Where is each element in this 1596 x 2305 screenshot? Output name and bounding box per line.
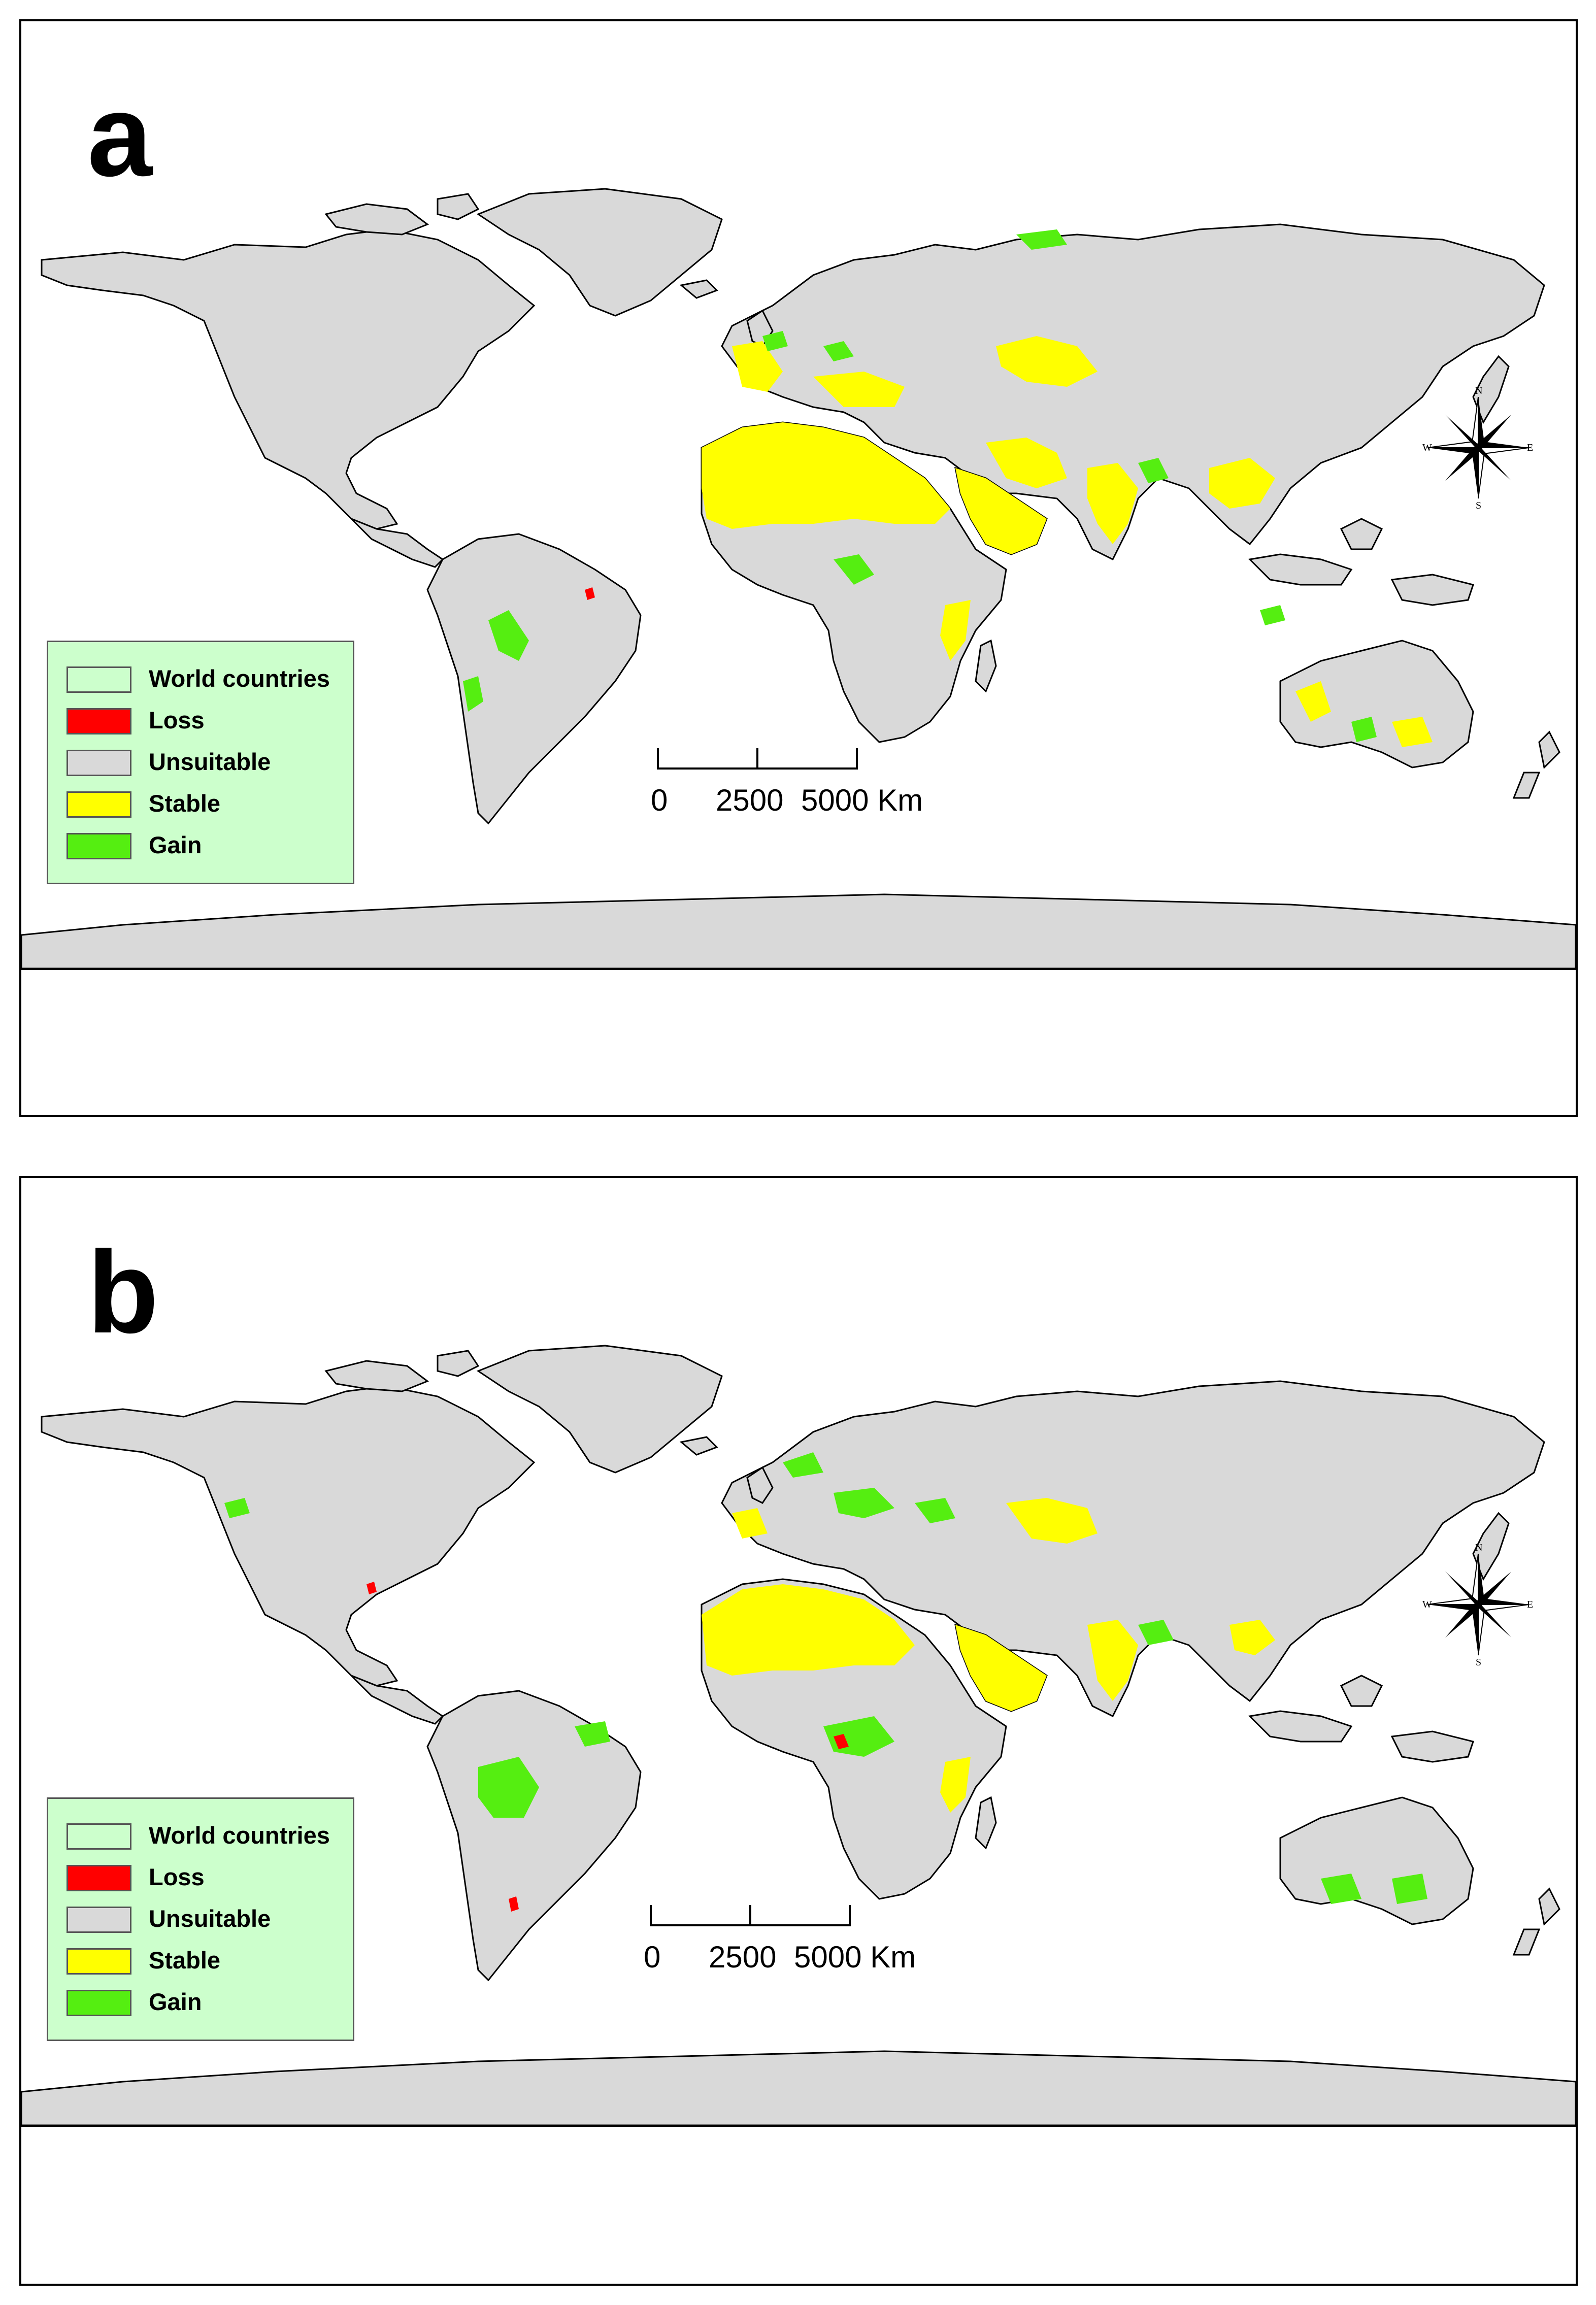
legend-label: Loss bbox=[149, 1863, 205, 1890]
scale-bar-line bbox=[650, 1905, 851, 1926]
compass-rose-icon: N S W E bbox=[1422, 1544, 1533, 1665]
swatch-unsuitable bbox=[66, 1907, 131, 1933]
compass-e: E bbox=[1527, 1599, 1533, 1610]
legend-a: World countries Loss Unsuitable Stable G… bbox=[47, 641, 354, 884]
loss-areas bbox=[585, 587, 595, 600]
legend-label: Loss bbox=[149, 707, 205, 733]
legend-label: Gain bbox=[149, 831, 202, 858]
compass-w: W bbox=[1422, 442, 1432, 453]
legend-label: Stable bbox=[149, 1947, 221, 1974]
loss-areas bbox=[367, 1582, 849, 1912]
land-unsuitable bbox=[21, 1345, 1576, 2125]
scale-label-0: 0 bbox=[651, 783, 668, 817]
swatch-stable bbox=[66, 791, 131, 818]
scale-bar-b: 0 2500 5000 Km bbox=[644, 1904, 916, 1985]
swatch-stable bbox=[66, 1948, 131, 1975]
legend-label: World countries bbox=[149, 1822, 330, 1849]
compass-e: E bbox=[1527, 442, 1533, 453]
world-map-svg-a bbox=[21, 188, 1576, 968]
swatch-loss bbox=[66, 1865, 131, 1891]
scale-label-5000: 5000 Km bbox=[794, 1940, 916, 1974]
swatch-world-countries bbox=[66, 1823, 131, 1850]
swatch-unsuitable bbox=[66, 750, 131, 776]
stable-areas bbox=[702, 1498, 1275, 1813]
map-panel-b: b bbox=[19, 1176, 1578, 2286]
legend-label: Unsuitable bbox=[149, 1905, 271, 1932]
legend-label: Stable bbox=[149, 790, 221, 817]
legend-label: Gain bbox=[149, 1988, 202, 2015]
legend-label: World countries bbox=[149, 665, 330, 692]
swatch-world-countries bbox=[66, 666, 131, 693]
gain-areas bbox=[224, 1452, 1427, 1904]
world-map-svg-b bbox=[21, 1345, 1576, 2125]
scale-label-2500: 2500 bbox=[716, 783, 784, 817]
compass-s: S bbox=[1476, 500, 1481, 509]
compass-n: N bbox=[1475, 1544, 1482, 1553]
scale-label-5000: 5000 Km bbox=[801, 783, 923, 817]
swatch-gain bbox=[66, 1990, 131, 2016]
gain-areas bbox=[463, 229, 1377, 742]
scale-label-2500: 2500 bbox=[709, 1940, 777, 1974]
panel-label-b: b bbox=[87, 1227, 159, 1357]
compass-n: N bbox=[1475, 387, 1482, 396]
swatch-loss bbox=[66, 708, 131, 734]
scale-label-0: 0 bbox=[644, 1940, 661, 1974]
map-panel-a: a bbox=[19, 19, 1578, 1117]
legend-label: Unsuitable bbox=[149, 748, 271, 775]
world-map-a bbox=[21, 21, 1576, 970]
compass-s: S bbox=[1476, 1657, 1481, 1665]
panel-label-a: a bbox=[87, 70, 152, 201]
scale-bar-a: 0 2500 5000 Km bbox=[651, 747, 923, 828]
stable-areas bbox=[702, 336, 1433, 747]
scale-bar-line bbox=[657, 748, 858, 770]
legend-b: World countries Loss Unsuitable Stable G… bbox=[47, 1797, 354, 2041]
compass-rose-icon: N S W E bbox=[1422, 387, 1533, 509]
swatch-gain bbox=[66, 833, 131, 859]
compass-w: W bbox=[1422, 1599, 1432, 1610]
world-map-b bbox=[21, 1178, 1576, 2127]
